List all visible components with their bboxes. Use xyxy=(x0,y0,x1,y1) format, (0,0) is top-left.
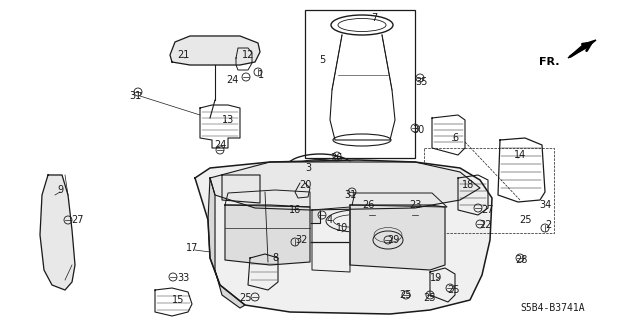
Text: 18: 18 xyxy=(462,180,474,190)
Text: 23: 23 xyxy=(409,200,421,210)
Text: 13: 13 xyxy=(222,115,234,125)
Text: 35: 35 xyxy=(416,77,428,87)
Text: 24: 24 xyxy=(226,75,238,85)
Text: 25: 25 xyxy=(448,285,460,295)
Bar xyxy=(305,10,415,158)
Text: 8: 8 xyxy=(272,253,278,263)
Text: 6: 6 xyxy=(452,133,458,143)
Text: 21: 21 xyxy=(177,50,189,60)
Text: 25: 25 xyxy=(239,293,252,303)
Text: 15: 15 xyxy=(172,295,184,305)
Text: 31: 31 xyxy=(344,190,356,200)
Text: 1: 1 xyxy=(258,70,264,80)
Text: 22: 22 xyxy=(479,220,492,230)
Text: 25: 25 xyxy=(519,215,531,225)
Text: 26: 26 xyxy=(330,153,342,163)
Polygon shape xyxy=(40,175,75,290)
Text: 33: 33 xyxy=(177,273,189,283)
Text: 16: 16 xyxy=(289,205,301,215)
Polygon shape xyxy=(170,36,260,65)
Text: 4: 4 xyxy=(327,215,333,225)
Text: 27: 27 xyxy=(482,205,494,215)
Text: 5: 5 xyxy=(319,55,325,65)
Text: S5B4-B3741A: S5B4-B3741A xyxy=(520,303,584,313)
Polygon shape xyxy=(195,160,492,314)
Text: 27: 27 xyxy=(71,215,83,225)
Bar xyxy=(308,200,403,242)
Bar xyxy=(265,205,320,223)
Text: 24: 24 xyxy=(214,140,226,150)
Text: 9: 9 xyxy=(57,185,63,195)
Bar xyxy=(424,148,554,233)
Text: 20: 20 xyxy=(299,180,311,190)
Text: 28: 28 xyxy=(515,255,527,265)
Text: 29: 29 xyxy=(387,235,399,245)
Polygon shape xyxy=(225,205,310,265)
Polygon shape xyxy=(568,40,596,58)
Text: 17: 17 xyxy=(186,243,198,253)
Text: 32: 32 xyxy=(296,235,308,245)
Polygon shape xyxy=(350,205,445,270)
Text: 12: 12 xyxy=(242,50,254,60)
Polygon shape xyxy=(210,162,480,210)
Text: FR.: FR. xyxy=(539,57,559,67)
Text: 2: 2 xyxy=(545,220,551,230)
Text: 25: 25 xyxy=(424,293,436,303)
Text: 34: 34 xyxy=(539,200,551,210)
Text: 31: 31 xyxy=(129,91,141,101)
Text: 30: 30 xyxy=(412,125,424,135)
Text: 10: 10 xyxy=(336,223,348,233)
Text: 14: 14 xyxy=(514,150,526,160)
Text: 7: 7 xyxy=(371,13,377,23)
Polygon shape xyxy=(208,178,245,308)
Text: 19: 19 xyxy=(430,273,442,283)
Text: 3: 3 xyxy=(305,163,311,173)
Text: 26: 26 xyxy=(362,200,374,210)
Text: 25: 25 xyxy=(400,290,412,300)
